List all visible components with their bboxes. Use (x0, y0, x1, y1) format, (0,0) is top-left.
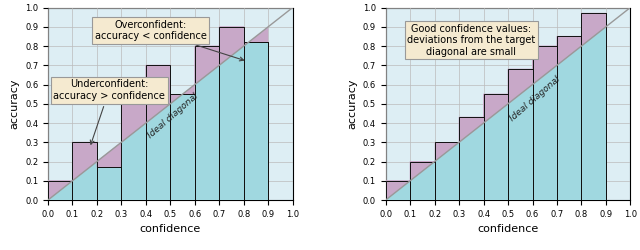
Bar (386, 181, 410, 200)
Bar (435, 142, 459, 200)
Bar (459, 117, 484, 200)
Polygon shape (195, 46, 220, 84)
Polygon shape (435, 142, 459, 162)
Bar (532, 46, 557, 200)
Bar (195, 46, 220, 200)
Bar (97, 167, 122, 200)
Bar (582, 13, 606, 200)
Polygon shape (557, 36, 582, 65)
Bar (122, 104, 146, 200)
Bar (244, 42, 268, 200)
Text: Underconfident:
accuracy > confidence: Underconfident: accuracy > confidence (53, 80, 165, 144)
Bar (97, 167, 122, 200)
Polygon shape (182, 84, 195, 94)
Bar (435, 142, 459, 200)
Polygon shape (48, 181, 72, 200)
Bar (146, 65, 170, 200)
Bar (220, 27, 244, 200)
Polygon shape (146, 65, 170, 123)
Bar (72, 142, 97, 200)
Polygon shape (122, 104, 146, 142)
Polygon shape (508, 69, 532, 104)
Bar (146, 65, 170, 200)
Y-axis label: accuracy: accuracy (10, 78, 19, 129)
Bar (410, 162, 435, 200)
Polygon shape (244, 42, 249, 46)
Bar (484, 94, 508, 200)
Bar (48, 181, 72, 200)
Bar (195, 46, 220, 200)
Bar (48, 181, 72, 200)
Polygon shape (484, 94, 508, 123)
Bar (170, 94, 195, 200)
Polygon shape (97, 142, 122, 167)
Bar (508, 69, 532, 200)
Bar (557, 36, 582, 200)
Text: Ideal diagonal: Ideal diagonal (508, 74, 562, 123)
Polygon shape (532, 46, 557, 84)
Bar (170, 94, 195, 200)
X-axis label: confidence: confidence (140, 224, 201, 234)
Polygon shape (459, 117, 484, 142)
Polygon shape (220, 27, 244, 65)
Polygon shape (582, 13, 606, 46)
Y-axis label: accuracy: accuracy (347, 78, 357, 129)
Bar (508, 69, 532, 200)
Bar (244, 42, 268, 200)
Polygon shape (170, 94, 182, 104)
Polygon shape (72, 142, 97, 181)
Bar (220, 27, 244, 200)
Bar (532, 46, 557, 200)
Bar (122, 104, 146, 200)
Polygon shape (410, 162, 435, 181)
Bar (410, 162, 435, 200)
Bar (557, 36, 582, 200)
Text: Good confidence values:
deviations from the target
diagonal are small: Good confidence values: deviations from … (407, 24, 536, 57)
Bar (386, 181, 410, 200)
Text: Ideal diagonal: Ideal diagonal (146, 92, 200, 140)
Bar (459, 117, 484, 200)
Bar (582, 13, 606, 200)
Polygon shape (249, 27, 268, 42)
Bar (484, 94, 508, 200)
Polygon shape (386, 181, 410, 200)
Bar (72, 142, 97, 200)
Text: Overconfident:
accuracy < confidence: Overconfident: accuracy < confidence (95, 20, 244, 61)
X-axis label: confidence: confidence (477, 224, 539, 234)
